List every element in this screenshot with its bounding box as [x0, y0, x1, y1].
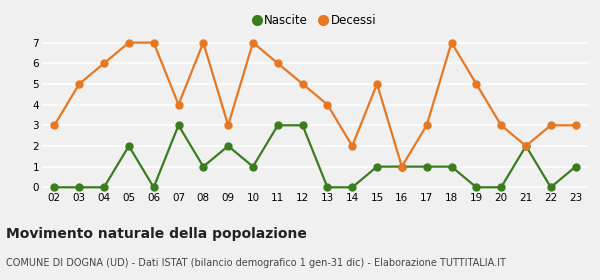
Decessi	[299, 82, 306, 86]
Nascite	[250, 165, 257, 168]
Nascite	[224, 144, 232, 148]
Decessi	[473, 82, 480, 86]
Nascite	[299, 123, 306, 127]
Nascite	[547, 186, 554, 189]
Nascite	[349, 186, 356, 189]
Decessi	[497, 123, 505, 127]
Decessi	[448, 41, 455, 44]
Line: Nascite: Nascite	[51, 122, 579, 191]
Text: Movimento naturale della popolazione: Movimento naturale della popolazione	[6, 227, 307, 241]
Nascite	[398, 165, 406, 168]
Decessi	[250, 41, 257, 44]
Nascite	[448, 165, 455, 168]
Legend: Nascite, Decessi: Nascite, Decessi	[254, 14, 376, 27]
Nascite	[274, 123, 281, 127]
Text: COMUNE DI DOGNA (UD) - Dati ISTAT (bilancio demografico 1 gen-31 dic) - Elaboraz: COMUNE DI DOGNA (UD) - Dati ISTAT (bilan…	[6, 258, 506, 268]
Decessi	[125, 41, 133, 44]
Nascite	[497, 186, 505, 189]
Nascite	[423, 165, 430, 168]
Decessi	[423, 123, 430, 127]
Decessi	[100, 62, 107, 65]
Nascite	[125, 144, 133, 148]
Decessi	[175, 103, 182, 106]
Decessi	[224, 123, 232, 127]
Decessi	[547, 123, 554, 127]
Nascite	[100, 186, 107, 189]
Decessi	[274, 62, 281, 65]
Nascite	[150, 186, 157, 189]
Decessi	[51, 123, 58, 127]
Nascite	[76, 186, 83, 189]
Nascite	[175, 123, 182, 127]
Nascite	[200, 165, 207, 168]
Decessi	[324, 103, 331, 106]
Nascite	[572, 165, 579, 168]
Decessi	[349, 144, 356, 148]
Line: Decessi: Decessi	[51, 39, 579, 170]
Nascite	[373, 165, 380, 168]
Decessi	[373, 82, 380, 86]
Decessi	[200, 41, 207, 44]
Decessi	[398, 165, 406, 168]
Decessi	[76, 82, 83, 86]
Decessi	[523, 144, 530, 148]
Decessi	[150, 41, 157, 44]
Nascite	[51, 186, 58, 189]
Nascite	[324, 186, 331, 189]
Decessi	[572, 123, 579, 127]
Nascite	[473, 186, 480, 189]
Nascite	[523, 144, 530, 148]
